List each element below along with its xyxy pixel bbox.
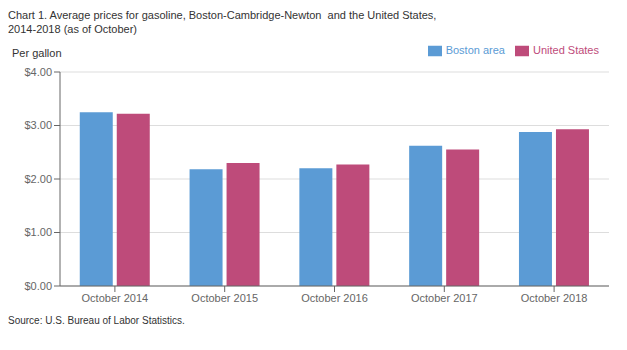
- html-text:Per gallon: Per gallon: [12, 47, 62, 59]
- html-text:Chart 1. Average prices for ga: Chart 1. Average prices for gasoline, Bo…: [8, 9, 437, 21]
- html-text:2014-2018 (as of October): 2014-2018 (as of October): [8, 23, 137, 35]
- svg-text:October 2016: October 2016: [301, 292, 368, 304]
- svg-text:$0.00: $0.00: [24, 280, 52, 292]
- html-text:United States: United States: [533, 44, 599, 56]
- html-text:Source: U.S. Bureau of Labor S: Source: U.S. Bureau of Labor Statistics.: [8, 315, 185, 326]
- svg-text:$1.00: $1.00: [24, 226, 52, 238]
- svg-text:October 2017: October 2017: [411, 292, 478, 304]
- svg-text:October 2018: October 2018: [521, 292, 588, 304]
- svg-text:$4.00: $4.00: [24, 66, 52, 78]
- html-text:Boston area: Boston area: [445, 44, 505, 56]
- svg-text:$3.00: $3.00: [24, 119, 52, 131]
- svg-text:October 2015: October 2015: [191, 292, 258, 304]
- svg-text:$2.00: $2.00: [24, 173, 52, 185]
- svg-text:October 2014: October 2014: [82, 292, 149, 304]
